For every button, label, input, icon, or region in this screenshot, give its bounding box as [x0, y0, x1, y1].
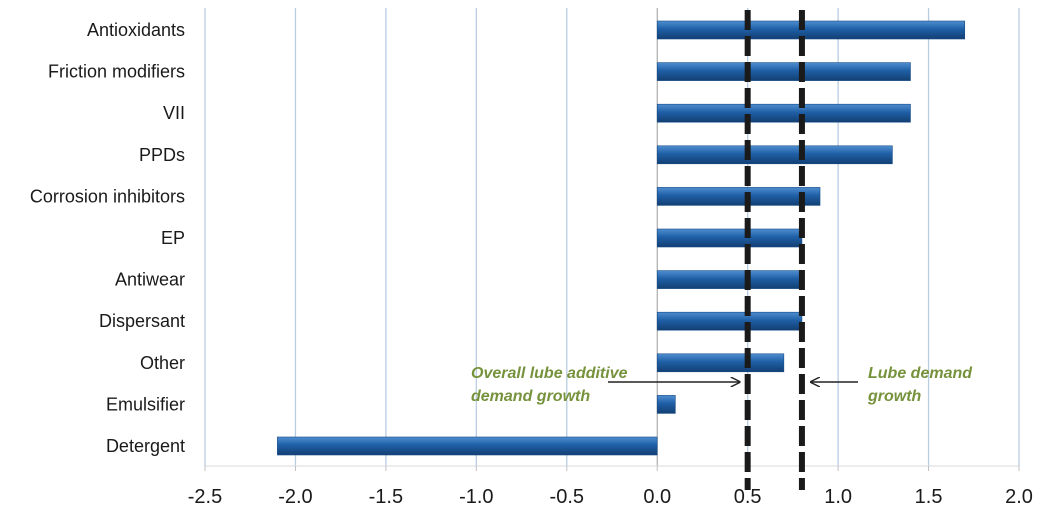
category-label: EP — [161, 228, 185, 248]
bar — [656, 270, 803, 289]
annotation-text: Overall lube additive — [471, 365, 628, 382]
x-tick-label: 0.0 — [643, 486, 671, 508]
category-label: Friction modifiers — [48, 62, 185, 82]
bar — [656, 145, 893, 165]
bar — [656, 62, 911, 81]
category-label: Corrosion inhibitors — [30, 186, 185, 206]
bar — [656, 228, 803, 248]
category-label: Emulsifier — [106, 394, 185, 414]
category-labels: Antioxidants Friction modifiers VII PPDs Cor… — [30, 20, 185, 456]
bar — [277, 436, 658, 456]
category-label: Detergent — [106, 436, 185, 456]
annotations: Overall lube additive demand growth Lube d… — [471, 365, 973, 405]
x-tick-label: -1.5 — [369, 486, 403, 508]
annotation-text: growth — [867, 388, 922, 405]
bar — [656, 20, 966, 40]
x-tick-label: -2.0 — [278, 486, 312, 508]
annotation-text: Lube demand — [868, 365, 973, 382]
bar — [656, 353, 785, 373]
bar — [656, 187, 821, 206]
bar — [656, 395, 676, 414]
x-tick-labels: -2.5 -2.0 -1.5 -1.0 -0.5 0.0 0.5 1.0 1.5 2.0 — [188, 486, 1033, 508]
bar — [656, 103, 911, 123]
category-label: Other — [140, 353, 185, 373]
x-tick-label: 1.0 — [824, 486, 852, 508]
x-tick-label: 0.5 — [734, 486, 762, 508]
reference-lines — [744, 10, 805, 490]
category-label: Dispersant — [99, 311, 185, 331]
category-label: PPDs — [139, 145, 185, 165]
x-tick-label: -2.5 — [188, 486, 222, 508]
x-tick-label: -0.5 — [550, 486, 584, 508]
x-tick-label: 1.5 — [915, 486, 943, 508]
category-label: Antiwear — [115, 270, 185, 290]
bars — [277, 20, 966, 456]
category-label: VII — [163, 103, 185, 123]
category-label: Antioxidants — [87, 20, 185, 40]
bar — [656, 311, 803, 331]
x-tick-label: -1.0 — [459, 486, 493, 508]
x-tick-label: 2.0 — [1005, 486, 1033, 508]
annotation-text: demand growth — [471, 388, 590, 405]
